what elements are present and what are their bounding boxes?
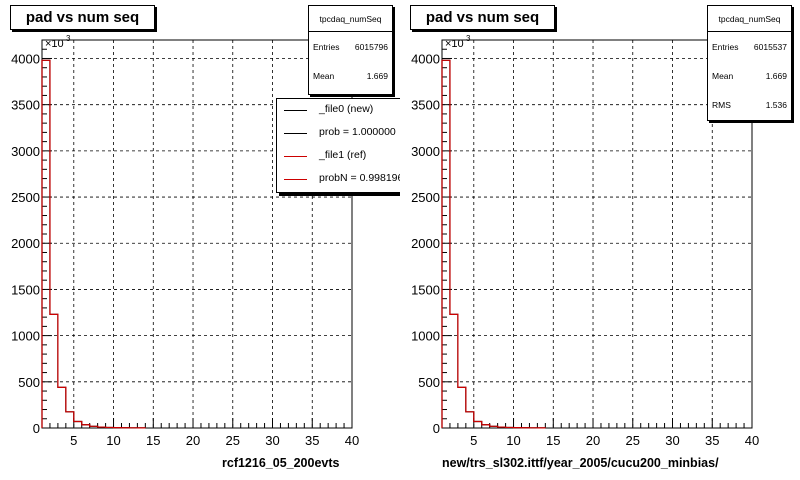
right-histogram[interactable]: 5 10 15 20 25 30 35 40 0 500 1000 1500 2000 2500 3000 3… <box>400 0 800 480</box>
plot-frame <box>441 39 753 429</box>
x-tick-label: 5 <box>470 433 477 448</box>
legend-entry: _file1 (ref) <box>277 145 400 168</box>
legend-swatch <box>284 133 307 134</box>
x-tick-label: 10 <box>506 433 520 448</box>
y-tick-label: 2500 <box>411 190 440 205</box>
x-tick-label: 5 <box>70 433 77 448</box>
legend-label: _file0 (new) <box>319 103 374 115</box>
x-tick-label: 20 <box>586 433 600 448</box>
y-tick-label: 1500 <box>411 282 440 297</box>
y-tick-label: 4000 <box>11 51 40 66</box>
stats-name: tpcdaq_numSeq <box>309 6 392 32</box>
legend-swatch <box>284 156 307 157</box>
x-tick-label: 10 <box>106 433 120 448</box>
legend-entry: prob = 1.000000 <box>277 122 400 145</box>
x-tick-label: 25 <box>626 433 640 448</box>
stats-value: 1.669 <box>765 70 787 81</box>
legend-label: probN = 0.998196 <box>319 172 400 184</box>
stats-label: Mean <box>313 70 335 81</box>
x-tick-label: 30 <box>665 433 679 448</box>
histogram-series-1 <box>41 59 146 429</box>
stats-label: Mean <box>712 70 734 81</box>
y-tick-label: 3000 <box>411 144 440 159</box>
left-panel: 5 10 15 20 25 30 35 40 0 500 1000 1500 2000 2500 3000 3… <box>10 5 400 470</box>
stats-value: 6015537 <box>753 41 787 52</box>
legend-swatch <box>284 110 307 111</box>
y-tick-label: 3500 <box>411 98 440 113</box>
panel-title[interactable]: pad vs num seq <box>10 5 155 30</box>
x-tick-label: 40 <box>345 433 359 448</box>
stats-label: RMS <box>712 99 731 110</box>
stats-value: 1.536 <box>765 99 787 110</box>
x-tick-label: 25 <box>226 433 240 448</box>
legend-entry: _file0 (new) <box>277 99 400 122</box>
legend-label: prob = 1.000000 <box>319 126 396 138</box>
stats-row-entries: Entries 6015537 <box>708 32 791 61</box>
legend-entry: probN = 0.998196 <box>277 168 400 191</box>
legend-box[interactable]: _file0 (new) prob = 1.000000 _file1 (ref… <box>276 98 400 193</box>
y-tick-label: 3000 <box>11 144 40 159</box>
x-tick-label: 40 <box>745 433 759 448</box>
y-tick-label: 1000 <box>11 329 40 344</box>
y-tick-label: 500 <box>18 375 40 390</box>
y-tick-label: 2000 <box>11 236 40 251</box>
y-tick-label: 3500 <box>11 98 40 113</box>
stats-box[interactable]: tpcdaq_numSeq Entries 6015537 Mean 1.669… <box>707 5 792 121</box>
stats-row-mean: Mean 1.669 <box>309 61 392 90</box>
y-tick-label: 1000 <box>411 329 440 344</box>
y-tick-label: 4000 <box>411 51 440 66</box>
file-label: rcf1216_05_200evts <box>222 456 340 470</box>
x-tick-label: 30 <box>265 433 279 448</box>
stats-row-rms: RMS 1.536 <box>708 90 791 119</box>
x-tick-label: 20 <box>186 433 200 448</box>
x-tick-label: 35 <box>705 433 719 448</box>
y-tick-label: 1500 <box>11 282 40 297</box>
legend-swatch <box>284 179 307 180</box>
x-tick-label: 15 <box>146 433 160 448</box>
legend-label: _file1 (ref) <box>319 149 367 161</box>
y-tick-label: 2500 <box>11 190 40 205</box>
stats-label: Entries <box>712 41 739 52</box>
panel-title[interactable]: pad vs num seq <box>410 5 555 30</box>
stats-row-entries: Entries 6015796 <box>309 32 392 61</box>
y-multiplier-exponent: 3 <box>466 34 471 43</box>
y-multiplier-label: ×10 <box>45 38 64 50</box>
stats-value: 1.669 <box>366 70 388 81</box>
histogram-series-1 <box>441 59 546 429</box>
x-tick-label: 15 <box>546 433 560 448</box>
stats-label: Entries <box>313 41 340 52</box>
stats-value: 6015796 <box>354 41 388 52</box>
right-panel: 5 10 15 20 25 30 35 40 0 500 1000 1500 2000 2500 3000 3… <box>400 0 800 480</box>
stats-row-mean: Mean 1.669 <box>708 61 791 90</box>
stats-name: tpcdaq_numSeq <box>708 6 791 32</box>
file-label: new/trs_sl302.ittf/year_2005/cucu200_min… <box>442 456 719 470</box>
y-multiplier-exponent: 3 <box>66 34 71 43</box>
y-tick-label: 0 <box>33 421 40 436</box>
y-tick-label: 2000 <box>411 236 440 251</box>
x-tick-label: 35 <box>305 433 319 448</box>
y-tick-label: 0 <box>433 421 440 436</box>
y-multiplier-label: ×10 <box>445 38 464 50</box>
y-tick-label: 500 <box>418 375 440 390</box>
stats-box[interactable]: tpcdaq_numSeq Entries 6015796 Mean 1.669 <box>308 5 393 95</box>
